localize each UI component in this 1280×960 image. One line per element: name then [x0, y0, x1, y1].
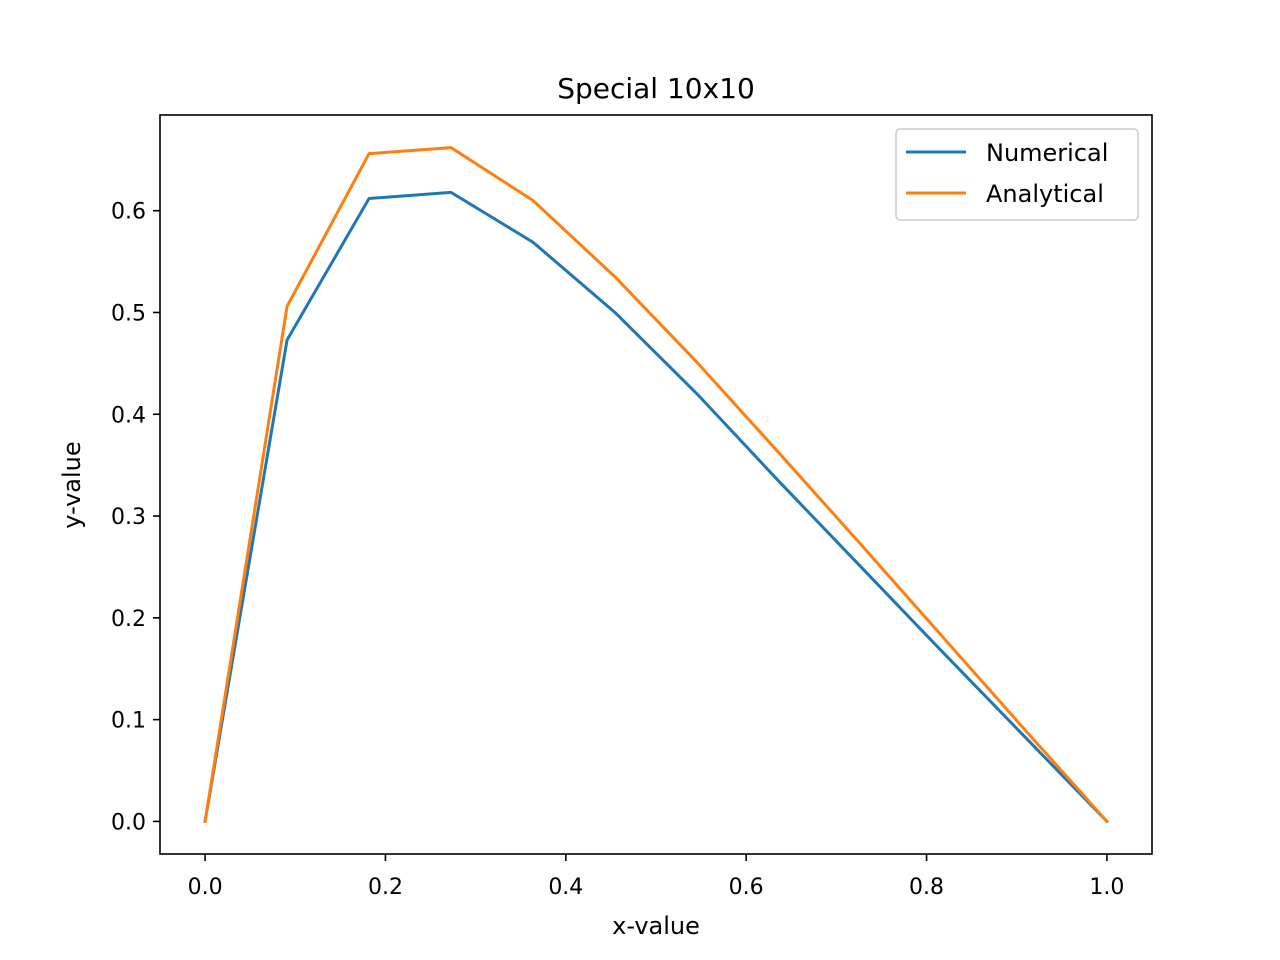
- x-tick-label: 0.4: [548, 875, 583, 900]
- series-line-analytical: [203, 146, 1110, 824]
- legend-label-analytical: Analytical: [986, 180, 1104, 208]
- chart-title: Special 10x10: [557, 72, 755, 105]
- y-tick-label: 0.0: [111, 810, 146, 835]
- y-axis-ticks: 0.0 0.1 0.2 0.3 0.4 0.5 0.6: [111, 200, 160, 835]
- plot-area: [159, 114, 1153, 855]
- y-tick-label: 0.4: [111, 403, 146, 428]
- series-group: [203, 146, 1110, 824]
- x-tick-label: 0.6: [729, 875, 764, 900]
- x-tick-label: 0.0: [188, 875, 223, 900]
- x-tick-label: 0.2: [368, 875, 403, 900]
- y-tick-label: 0.5: [111, 301, 146, 326]
- y-tick-label: 0.2: [111, 607, 146, 632]
- y-tick-label: 0.1: [111, 709, 146, 734]
- x-tick-label: 0.8: [909, 875, 944, 900]
- y-tick-label: 0.6: [111, 200, 146, 225]
- x-tick-label: 1.0: [1089, 875, 1124, 900]
- x-axis-label: x-value: [612, 912, 700, 940]
- legend: Numerical Analytical: [895, 128, 1139, 221]
- legend-label-numerical: Numerical: [986, 139, 1108, 167]
- y-tick-label: 0.3: [111, 505, 146, 530]
- y-axis-label: y-value: [58, 441, 86, 528]
- x-axis-ticks: 0.0 0.2 0.4 0.6 0.8 1.0: [188, 854, 1124, 900]
- series-line-numerical: [203, 190, 1110, 824]
